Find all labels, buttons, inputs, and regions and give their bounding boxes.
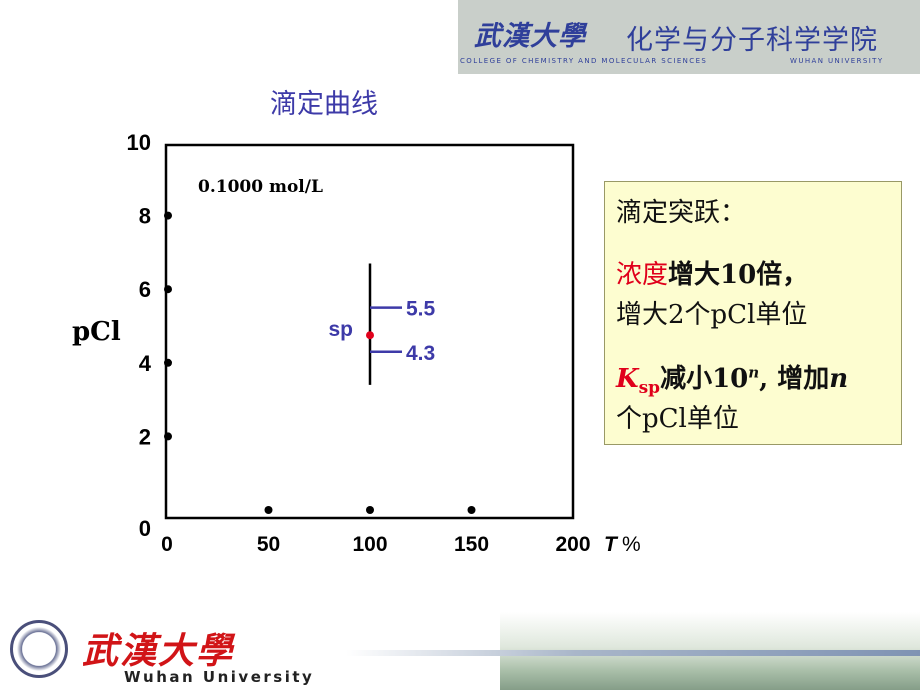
data-point: [164, 211, 172, 220]
y-tick-label: 10: [127, 130, 151, 155]
info-line-concentration: 浓度增大10倍，: [616, 254, 808, 291]
y-tick-labels: 0 2 4 6 8 10: [127, 130, 152, 541]
concentration-label: 0.1000 mol/L: [198, 177, 323, 197]
data-point: [164, 432, 172, 441]
x-tick-label: 100: [352, 533, 387, 556]
chart-title: 滴定曲线: [270, 89, 378, 120]
university-seal-icon: [10, 620, 68, 678]
banner-university-english: WUHAN UNIVERSITY: [790, 57, 884, 65]
plot-frame: [164, 143, 575, 520]
y-tick-label: 4: [139, 351, 152, 376]
info-line-final: 个pCl单位: [616, 404, 739, 434]
x-tick-label: 0: [161, 533, 173, 556]
info-ksp-text-b: , 增加: [759, 364, 830, 394]
y-tick-label: 8: [139, 204, 151, 229]
info-line-ksp: Ksp减小10n, 增加n: [616, 358, 848, 398]
info-k-subscript: sp: [638, 378, 661, 399]
info-concentration-rest: 增大10倍，: [668, 260, 809, 290]
x-axis-unit: %: [622, 533, 641, 556]
x-tick-label: 150: [454, 533, 489, 556]
x-tick-label: 200: [555, 533, 590, 556]
data-point: [164, 358, 172, 367]
y-axis-label: pCl: [72, 317, 121, 347]
y-tick-label: 6: [139, 277, 151, 302]
header-banner: [458, 0, 920, 74]
banner-university-name: 武漢大學: [474, 21, 586, 52]
x-tick-labels: 0 50 100 150 200: [161, 533, 590, 556]
x-axis-label: T: [604, 533, 619, 556]
sp-label: sp: [328, 318, 353, 341]
info-ksp-n: n: [829, 364, 849, 394]
x-tick-label: 50: [257, 533, 280, 556]
data-point: [164, 285, 172, 294]
data-point: [366, 506, 374, 514]
info-ksp-text-a: 减小10: [660, 364, 749, 394]
marker-label: 5.5: [406, 298, 436, 321]
info-heading: 滴定突跃：: [616, 198, 747, 228]
info-box: 滴定突跃： 浓度增大10倍， 增大2个pCl单位 Ksp减小10n, 增加n 个…: [604, 181, 902, 445]
data-point: [467, 506, 476, 514]
footer-divider: [346, 650, 920, 656]
footer-university-name: 武漢大學: [82, 630, 235, 672]
footer-university-english: Wuhan University: [124, 668, 315, 686]
banner-college-english: COLLEGE OF CHEMISTRY AND MOLECULAR SCIEN…: [460, 57, 708, 65]
marker-label: 4.3: [406, 342, 435, 365]
data-point: [264, 506, 273, 514]
banner-college-name: 化学与分子科学学院: [626, 25, 878, 56]
y-tick-label: 0: [139, 516, 151, 541]
y-tick-label: 2: [139, 424, 151, 449]
data-marks: sp 5.5 4.3: [164, 211, 476, 514]
info-line-units: 增大2个pCl单位: [616, 300, 808, 330]
info-concentration-word: 浓度: [616, 260, 669, 290]
info-k-symbol: K: [616, 364, 639, 394]
info-ksp-superscript: n: [748, 363, 760, 382]
sp-point: [366, 331, 374, 340]
